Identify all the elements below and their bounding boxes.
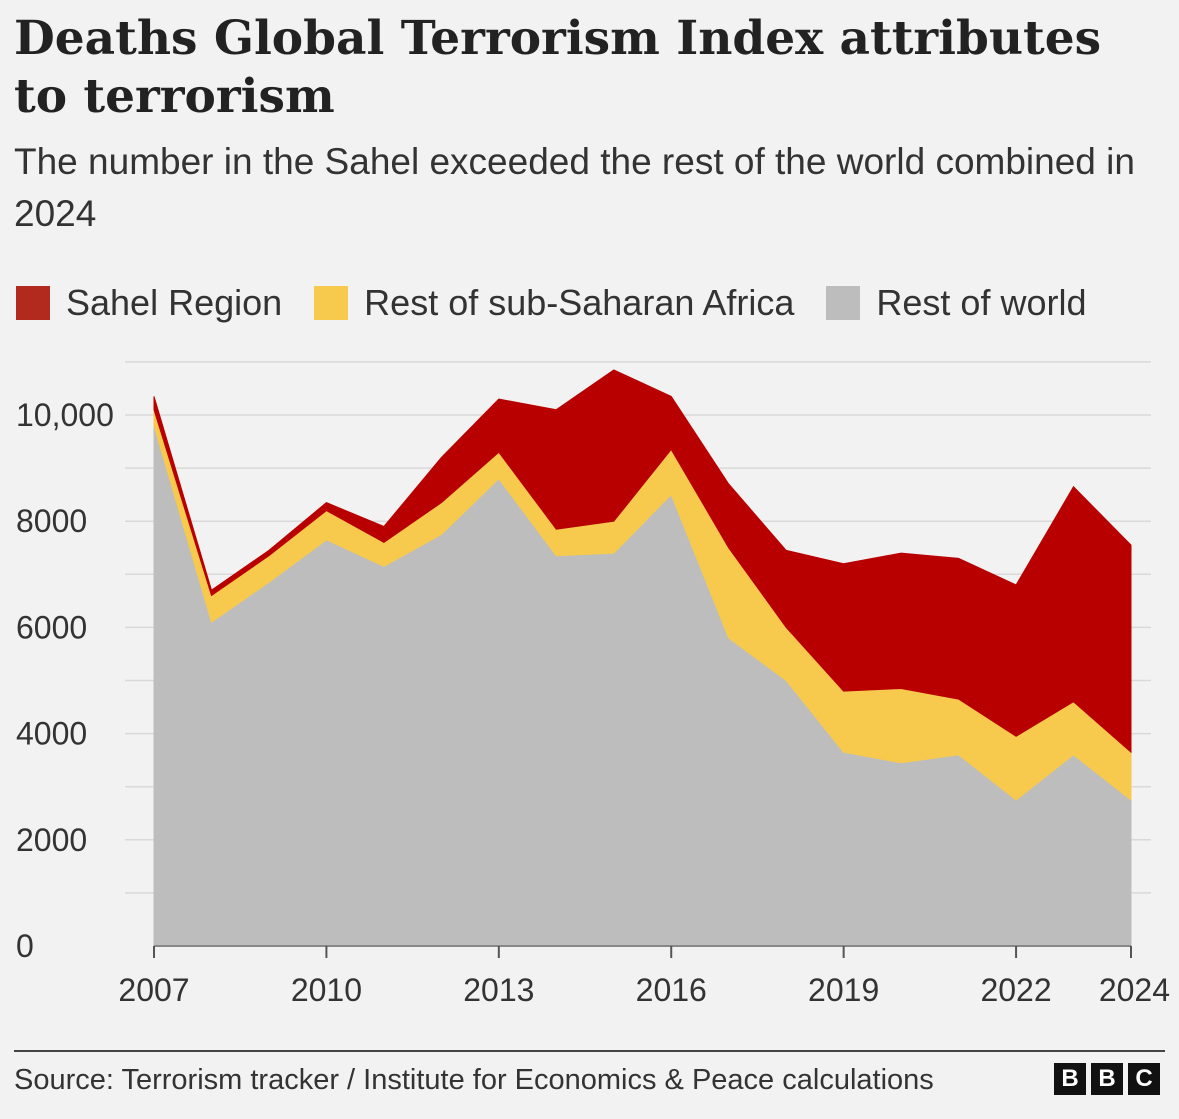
- y-tick-label: 6000: [16, 609, 87, 645]
- chart-subtitle: The number in the Sahel exceeded the res…: [14, 141, 1135, 234]
- legend-swatch-sahel: [16, 286, 50, 320]
- x-tick-label: 2016: [636, 972, 707, 1008]
- x-tick-label: 2007: [118, 972, 189, 1008]
- logo-letter-b2: B: [1091, 1063, 1123, 1095]
- y-tick-label: 10,000: [16, 397, 114, 433]
- legend-swatch-sub-saharan: [314, 286, 349, 320]
- x-tick-label: 2019: [808, 972, 879, 1008]
- logo-letter-b1: B: [1054, 1063, 1086, 1095]
- y-tick-label: 4000: [16, 716, 87, 752]
- x-tick-label: 2013: [463, 972, 534, 1008]
- area-sahel-region: [153, 369, 1132, 754]
- legend-label-sahel: Sahel Region: [66, 282, 283, 323]
- bbc-logo: B B C: [1054, 1063, 1160, 1095]
- x-tick-label: 2010: [291, 972, 362, 1008]
- chart-title: Deaths Global Terrorism Index attributes…: [14, 11, 1102, 124]
- y-tick-label: 2000: [16, 822, 87, 858]
- chart-legend: Sahel Region Rest of sub-Saharan Africa …: [16, 280, 1118, 326]
- stacked-area-chart: 0 2000 4000 6000 8000 10,000 2007 2010 2013 2016 2…: [16, 361, 1170, 1008]
- legend-item-sahel: Sahel Region: [16, 282, 282, 324]
- x-tick-label: 2022: [980, 972, 1051, 1008]
- source-note: Source: Terrorism tracker / Institute fo…: [14, 1064, 934, 1096]
- axes: 0 2000 4000 6000 8000 10,000 2007 2010 2013 2016 2…: [16, 397, 1170, 1008]
- area-series: [153, 369, 1132, 947]
- legend-label-rest-of-world: Rest of world: [876, 282, 1087, 323]
- y-tick-label: 8000: [16, 503, 87, 539]
- legend-swatch-rest-of-world: [826, 286, 861, 320]
- logo-letter-c: C: [1128, 1063, 1160, 1095]
- x-tick-label: 2024: [1099, 972, 1170, 1008]
- footer-divider: [14, 1050, 1165, 1052]
- legend-label-sub-saharan: Rest of sub-Saharan Africa: [364, 282, 795, 323]
- legend-item-sub-saharan: Rest of sub-Saharan Africa: [314, 282, 794, 324]
- y-tick-label: 0: [16, 928, 34, 964]
- legend-item-rest-of-world: Rest of world: [826, 282, 1086, 324]
